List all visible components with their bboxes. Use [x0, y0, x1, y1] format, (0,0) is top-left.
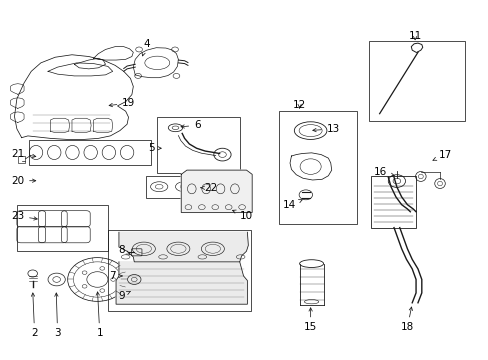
Bar: [29, 140, 151, 165]
Text: 1: 1: [96, 292, 103, 338]
Text: 22: 22: [201, 183, 217, 193]
Polygon shape: [181, 170, 252, 212]
Text: 20: 20: [11, 176, 36, 186]
Bar: [157, 117, 239, 173]
Text: 19: 19: [109, 98, 135, 108]
Text: 6: 6: [181, 120, 201, 130]
Text: 13: 13: [312, 124, 340, 134]
Text: 2: 2: [31, 293, 38, 338]
Text: 5: 5: [147, 143, 161, 153]
Bar: [17, 205, 108, 251]
Text: 23: 23: [11, 211, 37, 221]
Text: 10: 10: [232, 210, 252, 221]
Bar: [146, 176, 200, 198]
Text: 7: 7: [109, 271, 122, 281]
Text: 9: 9: [118, 291, 130, 301]
Bar: [279, 111, 356, 224]
Text: 8: 8: [118, 245, 130, 255]
Text: 11: 11: [407, 31, 421, 41]
Text: 12: 12: [292, 100, 305, 110]
Bar: [371, 176, 415, 228]
Text: 16: 16: [373, 167, 393, 177]
Text: 3: 3: [54, 293, 61, 338]
Text: 21: 21: [11, 149, 36, 158]
Text: 18: 18: [400, 307, 413, 333]
Polygon shape: [116, 262, 247, 304]
Text: 14: 14: [283, 199, 302, 210]
Bar: [368, 41, 464, 121]
Text: 4: 4: [142, 39, 149, 56]
Text: 17: 17: [432, 150, 451, 160]
Polygon shape: [119, 232, 248, 262]
Text: 15: 15: [304, 308, 317, 333]
Bar: [108, 230, 250, 311]
Bar: [18, 156, 25, 163]
